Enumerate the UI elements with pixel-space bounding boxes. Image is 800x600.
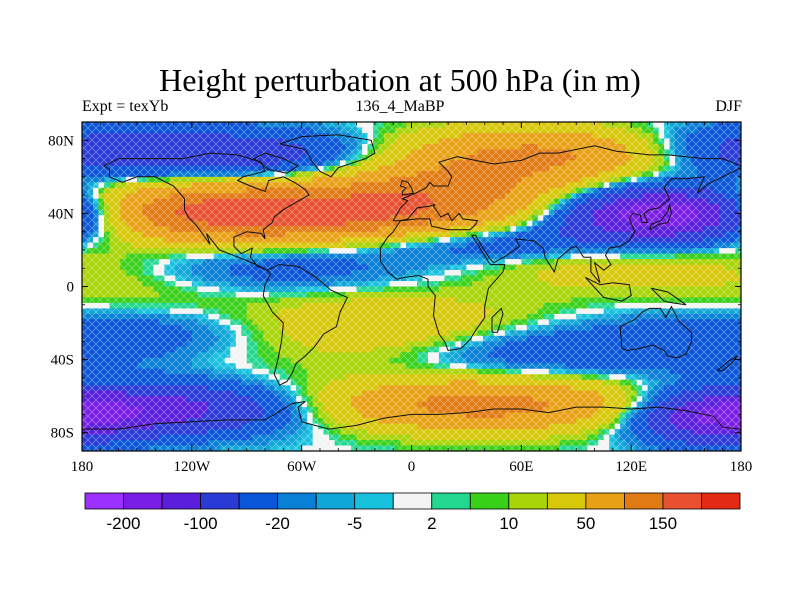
experiment-label: Expt = texYb <box>82 98 169 115</box>
season-label: DJF <box>715 98 742 115</box>
map-title: Height perturbation at 500 hPa (in m) <box>159 62 641 98</box>
case-label: 136_4_MaBP <box>355 98 445 115</box>
